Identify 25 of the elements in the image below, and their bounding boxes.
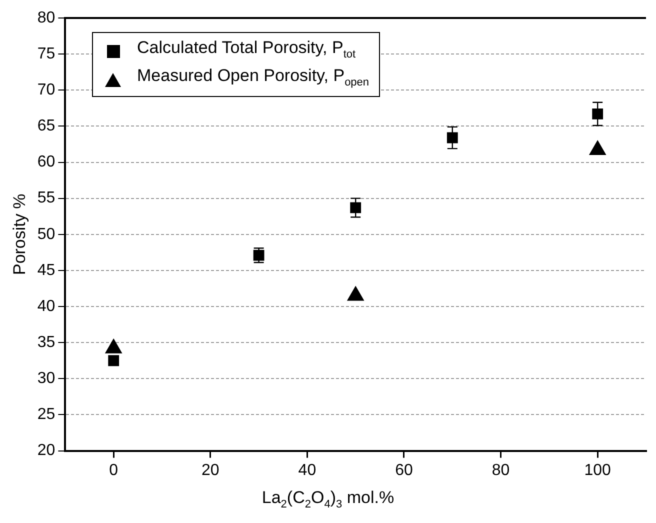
x-tick-label: 80	[492, 462, 510, 479]
point	[592, 108, 604, 120]
y-tick-label: 70	[37, 82, 56, 99]
y-tick-label: 55	[37, 190, 56, 207]
y-tick-label: 45	[37, 262, 56, 279]
y-tick-label: 40	[37, 298, 56, 315]
x-tick-label: 40	[298, 462, 316, 479]
y-tick-label: 80	[37, 9, 56, 26]
x-tick-label: 20	[202, 462, 220, 479]
y-tick-label: 25	[37, 406, 56, 424]
y-tick-label: 65	[37, 118, 56, 135]
x-tick-label: 60	[395, 462, 413, 479]
x-tick-label: 100	[584, 462, 612, 479]
point	[108, 355, 120, 366]
y-tick-label: 35	[37, 334, 56, 352]
y-tick-label: 20	[37, 442, 56, 460]
y-tick-label: 50	[37, 226, 56, 243]
y-tick-label: 75	[37, 45, 56, 62]
y-tick-label: 60	[37, 154, 56, 171]
y-tick-label: 30	[37, 370, 56, 388]
legend-label: Calculated Total Porosity, P$_{tot}$	[137, 37, 356, 62]
y-axis-title: Porosity %	[10, 194, 29, 276]
x-tick-label: 0	[109, 462, 118, 479]
text: La$_{2}$(C$_{2}$O$_{4}$)$_{3}$ mol.%	[262, 488, 394, 510]
legend-label: Measured Open Porosity, P$_{open}$	[137, 65, 370, 91]
